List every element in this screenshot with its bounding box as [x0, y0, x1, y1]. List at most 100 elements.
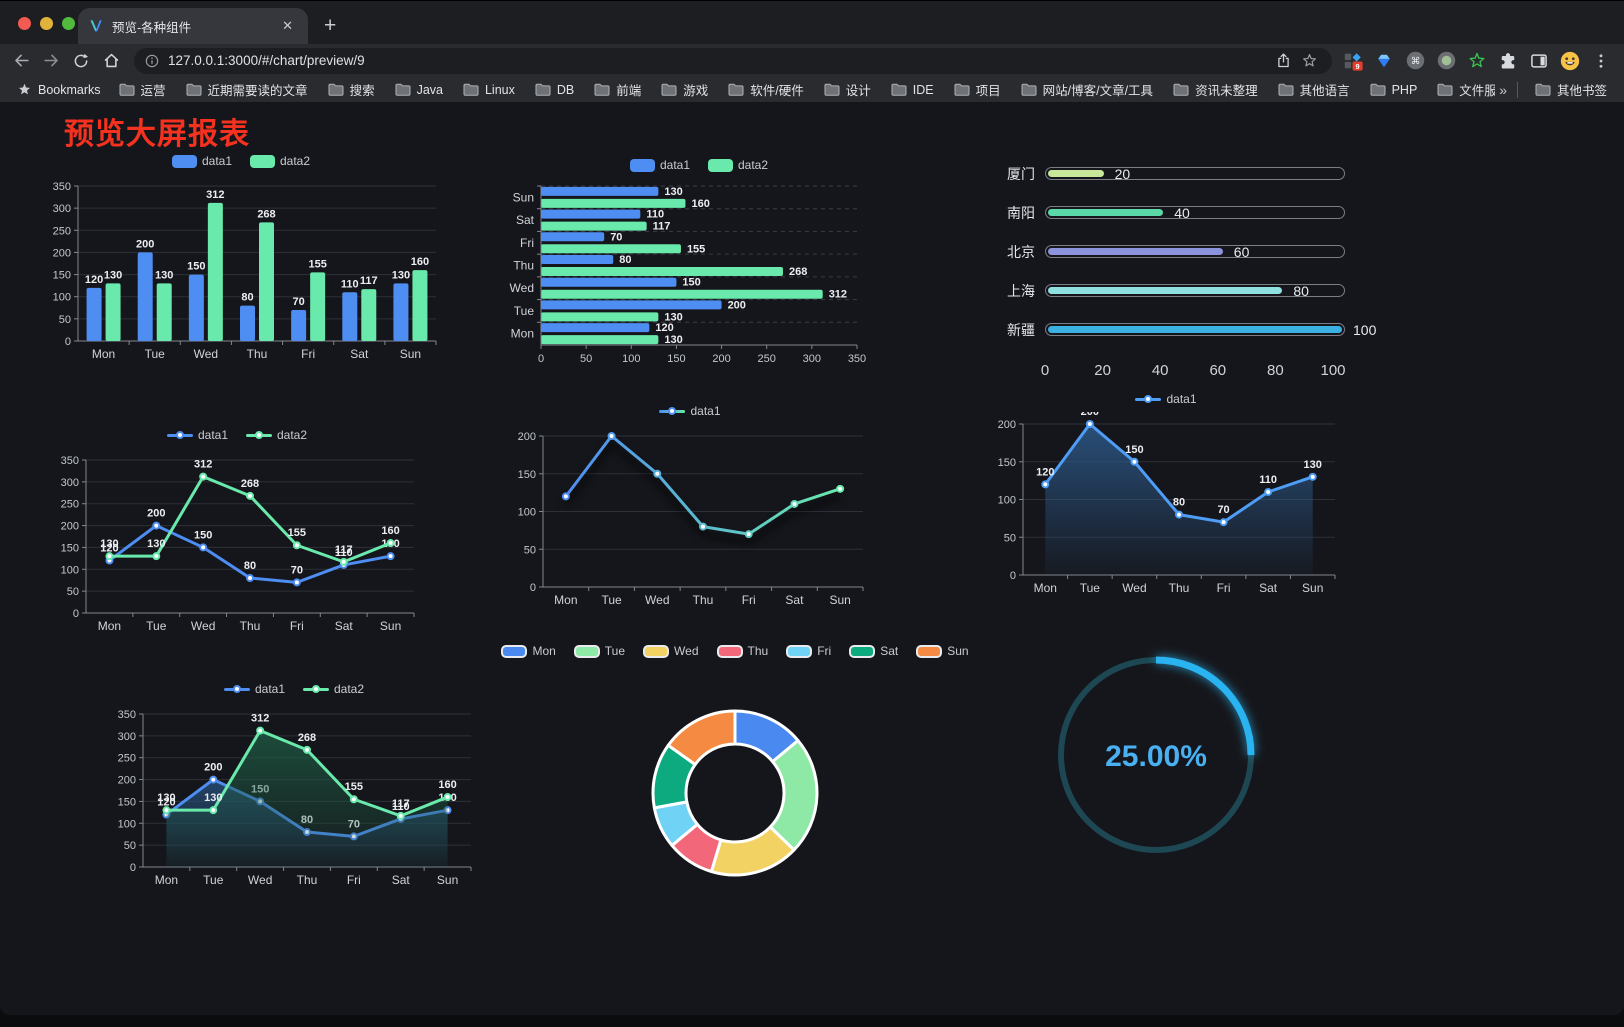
- share-icon[interactable]: [1270, 48, 1296, 74]
- svg-text:350: 350: [848, 353, 866, 365]
- bar-chart-canvas[interactable]: 0 50 100 150 200 250 300 350 Mon Tue Wed Thu Fri Sat S…: [42, 174, 440, 365]
- chart-two-line[interactable]: data1 data2 0 50 100 150 200 250 300 350 Mon Tue Wed…: [48, 425, 426, 639]
- bookmark-folder[interactable]: 文件服务器: [1430, 78, 1495, 101]
- progress-row-厦门[interactable]: 厦门 20: [995, 166, 1345, 182]
- data-point: [396, 811, 405, 820]
- svg-text:200: 200: [147, 508, 165, 520]
- progress-row-南阳[interactable]: 南阳 40: [995, 205, 1345, 221]
- bookmark-folder[interactable]: 其他语言: [1271, 78, 1357, 101]
- bookmark-label: DB: [556, 82, 575, 97]
- legend-item-Thu[interactable]: Thu: [716, 644, 768, 658]
- other-bookmarks-button[interactable]: 其他书签: [1528, 78, 1614, 101]
- window-minimize-button[interactable]: [40, 17, 53, 30]
- extension-record-icon[interactable]: [1435, 50, 1457, 72]
- bookmark-folder[interactable]: 资讯未整理: [1166, 78, 1265, 101]
- window-zoom-button[interactable]: [62, 17, 75, 30]
- address-bar[interactable]: 127.0.0.1:3000/#/chart/preview/9: [134, 47, 1332, 74]
- line-chart-canvas[interactable]: 0 50 100 150 200 250 300 350 Mon Tue Wed Thu Fri Sat S…: [105, 702, 483, 893]
- browser-tab[interactable]: 预览-各种组件 ✕: [78, 8, 308, 44]
- url-text[interactable]: 127.0.0.1:3000/#/chart/preview/9: [168, 53, 365, 68]
- line-chart-canvas[interactable]: 0 50 100 150 200 250 300 350 Mon Tue Wed Thu Fri Sat S…: [48, 448, 426, 639]
- legend-item-Fri[interactable]: Fri: [786, 644, 831, 658]
- progress-value: 40: [1174, 205, 1190, 221]
- legend-item-data2[interactable]: data2: [303, 682, 364, 696]
- bookmark-folder[interactable]: DB: [528, 81, 581, 99]
- back-icon[interactable]: [8, 48, 34, 74]
- chart-horizontal-bar[interactable]: data1 data2 Sun 130 160 Sat 110 117 Fri 70 155 Thu 8…: [505, 155, 893, 367]
- bookmark-star-icon[interactable]: [1296, 48, 1322, 74]
- bookmark-folder[interactable]: IDE: [884, 81, 941, 99]
- extensions-puzzle-icon[interactable]: [1497, 50, 1519, 72]
- side-panel-icon[interactable]: [1528, 50, 1550, 72]
- legend-item-data2[interactable]: data2: [246, 428, 307, 442]
- svg-text:Fri: Fri: [301, 347, 315, 361]
- legend-item-Mon[interactable]: Mon: [501, 644, 556, 658]
- home-icon[interactable]: [98, 48, 124, 74]
- site-info-icon[interactable]: [144, 53, 160, 69]
- legend-item-Sat[interactable]: Sat: [849, 644, 898, 658]
- svg-text:Sat: Sat: [392, 873, 411, 887]
- bookmark-label: 运营: [140, 84, 166, 98]
- legend-item-data1[interactable]: data1: [171, 154, 232, 168]
- menu-kebab-icon[interactable]: [1590, 50, 1612, 72]
- legend-item-data1[interactable]: data1: [629, 158, 690, 172]
- extension-star-icon[interactable]: [1466, 50, 1488, 72]
- chart-single-area[interactable]: data1 0 50 100 150 200 Mon Tue Wed Thu Fri Sat Sun 12…: [985, 389, 1347, 601]
- folder-icon: [728, 83, 744, 96]
- donut-canvas[interactable]: [629, 687, 841, 899]
- bookmark-folder[interactable]: PHP: [1363, 81, 1425, 99]
- legend-item-Sun[interactable]: Sun: [916, 644, 969, 658]
- bookmark-folder[interactable]: 游戏: [654, 78, 715, 101]
- bookmark-folder[interactable]: 前端: [587, 78, 648, 101]
- data-point: [256, 726, 265, 735]
- new-tab-button[interactable]: +: [324, 14, 337, 37]
- svg-text:300: 300: [803, 353, 821, 365]
- legend-item-data2[interactable]: data2: [250, 154, 310, 168]
- extension-command-icon[interactable]: ⌘: [1404, 50, 1426, 72]
- svg-text:0: 0: [1010, 570, 1016, 582]
- chart-donut[interactable]: Mon Tue Wed Thu Fri Sat Sun: [501, 641, 969, 911]
- legend-label: data2: [280, 154, 311, 168]
- bookmark-folder[interactable]: 搜索: [321, 78, 382, 101]
- svg-text:268: 268: [257, 208, 275, 220]
- extension-grid-icon[interactable]: 9: [1342, 50, 1364, 72]
- legend-item-Wed[interactable]: Wed: [643, 644, 699, 658]
- data-point: [1219, 518, 1228, 527]
- legend-item-data1[interactable]: data1: [223, 682, 285, 696]
- bookmark-folder[interactable]: Java: [388, 81, 450, 99]
- bookmark-folder[interactable]: 设计: [817, 78, 878, 101]
- reload-icon[interactable]: [68, 48, 94, 74]
- line-chart-canvas[interactable]: 0 50 100 150 200 Mon Tue Wed Thu Fri Sat Sun 120 200 1…: [985, 406, 1347, 601]
- bookmark-folder[interactable]: 运营: [112, 78, 173, 101]
- chart-city-progress[interactable]: 厦门 20 南阳 40 北京 60 上海 80 新疆 100 0 20 40 60 80 100: [995, 159, 1376, 399]
- chart-double-area[interactable]: data1 data2 0 50 100 150 200 250 300 350 Mon Tue Wed…: [105, 679, 483, 893]
- bookmark-folder[interactable]: 软件/硬件: [721, 78, 810, 101]
- legend-item-data1[interactable]: data1: [166, 428, 228, 442]
- svg-text:50: 50: [59, 314, 71, 326]
- line-chart-canvas[interactable]: 0 50 100 150 200 Mon Tue Wed Thu Fri Sat Sun: [505, 424, 875, 613]
- gauge-canvas[interactable]: 25.00%: [1046, 645, 1266, 865]
- bookmark-folder[interactable]: 项目: [947, 78, 1008, 101]
- progress-row-新疆[interactable]: 新疆 100: [995, 322, 1376, 339]
- bookmark-folder[interactable]: 近期需要读的文章: [179, 78, 315, 101]
- progress-row-上海[interactable]: 上海 80: [995, 283, 1345, 299]
- bookmark-folder[interactable]: 网站/博客/文章/工具: [1014, 78, 1160, 101]
- legend-item-data1[interactable]: data1: [659, 404, 721, 418]
- pie-slice-Sun[interactable]: [666, 709, 737, 766]
- tab-close-icon[interactable]: ✕: [282, 18, 293, 33]
- bookmark-folder[interactable]: Linux: [456, 81, 522, 99]
- chart-grouped-bar[interactable]: data1 data2 0 50 100 150 200 250 300 350 Mon Tue Wed…: [42, 151, 440, 365]
- forward-icon[interactable]: [38, 48, 64, 74]
- bookmarks-overflow-chevron[interactable]: »: [1499, 81, 1507, 98]
- window-close-button[interactable]: [18, 17, 31, 30]
- legend-item-Tue[interactable]: Tue: [573, 644, 625, 658]
- chart-gauge-progress[interactable]: 25.00%: [1046, 645, 1266, 865]
- legend-item-data1[interactable]: data1: [1135, 392, 1197, 406]
- legend-item-data2[interactable]: data2: [708, 158, 768, 172]
- extension-gem-icon[interactable]: [1373, 50, 1395, 72]
- bookmarks-root-button[interactable]: Bookmarks: [10, 80, 108, 99]
- chart-gradient-line[interactable]: data1 0 50 100 150 200 Mon Tue Wed Thu Fri Sat Sun: [505, 401, 875, 613]
- profile-avatar[interactable]: [1559, 50, 1581, 72]
- progress-row-北京[interactable]: 北京 60: [995, 244, 1345, 260]
